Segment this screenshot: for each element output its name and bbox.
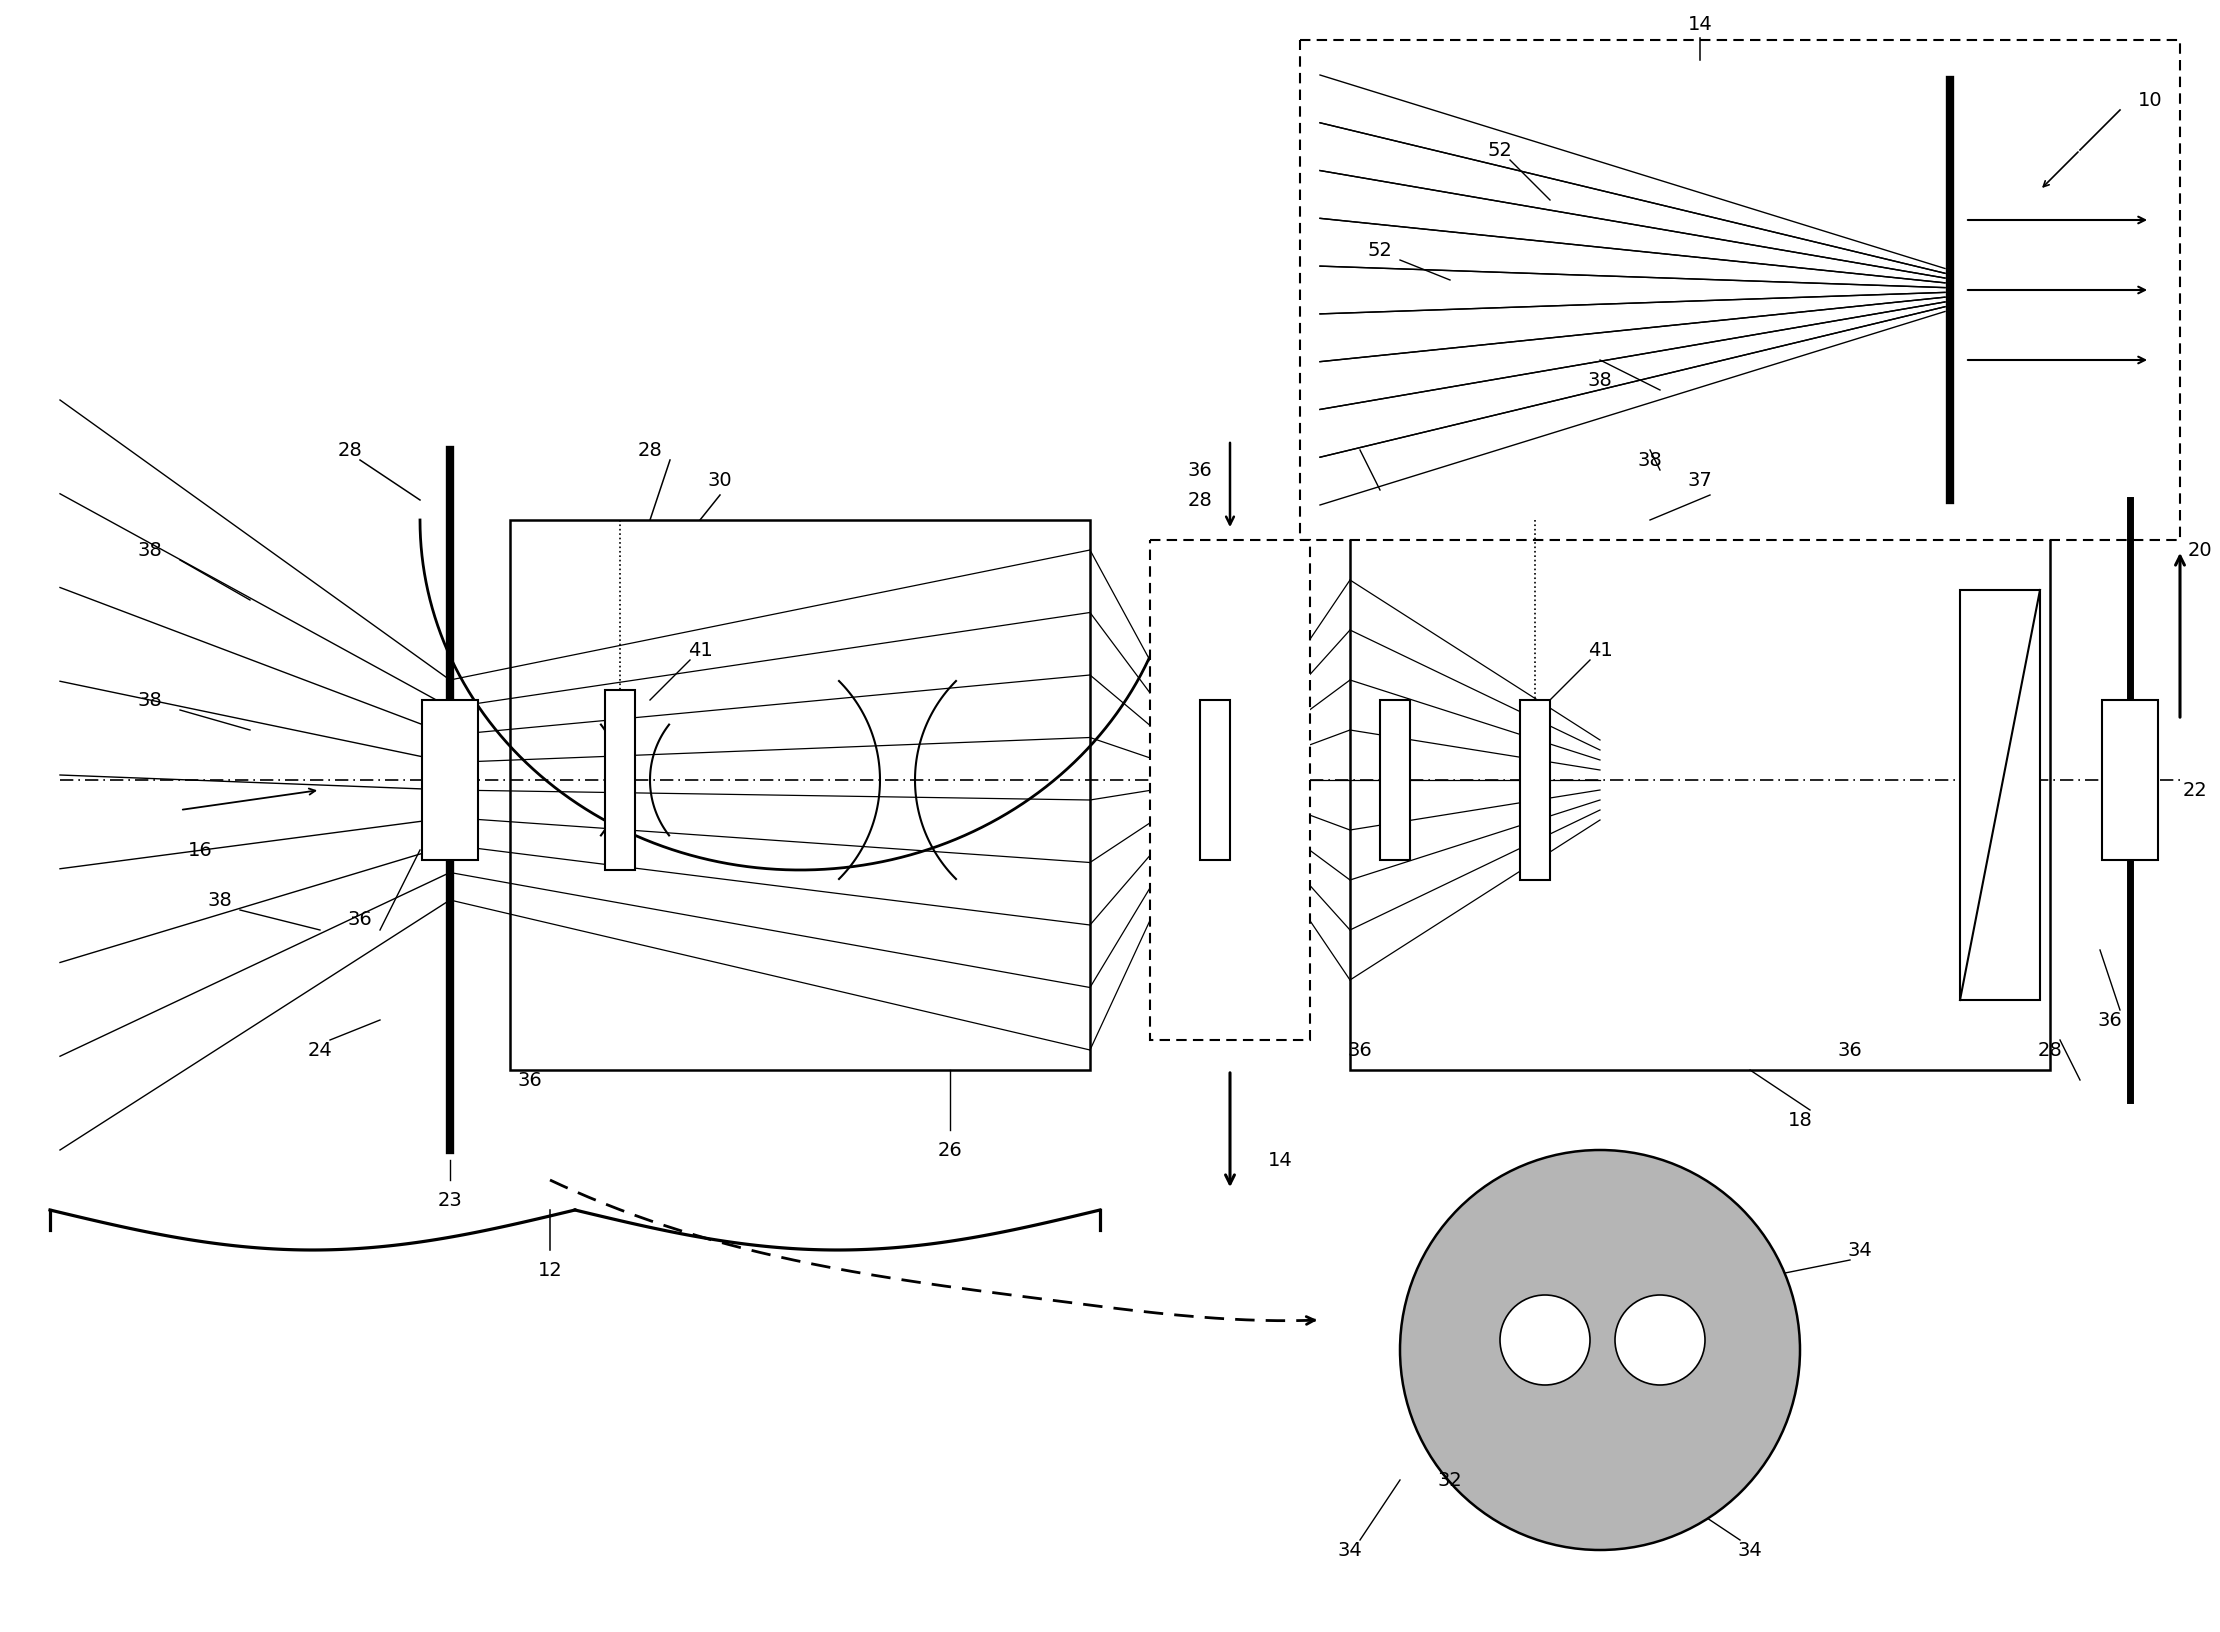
Text: 38: 38	[138, 540, 162, 560]
Text: 30: 30	[708, 470, 733, 490]
Text: 36: 36	[1348, 1041, 1372, 1059]
Text: 26: 26	[937, 1141, 963, 1159]
Text: 36: 36	[2098, 1010, 2122, 1030]
Text: 34: 34	[1847, 1240, 1871, 1260]
Text: 20: 20	[2187, 540, 2213, 560]
Text: 28: 28	[637, 441, 662, 460]
Text: 38: 38	[209, 891, 233, 909]
Text: 22: 22	[2182, 780, 2207, 800]
Text: 36: 36	[517, 1071, 542, 1090]
Text: 28: 28	[2038, 1041, 2062, 1059]
Text: 36: 36	[349, 911, 373, 930]
Text: 16: 16	[189, 840, 213, 860]
Bar	[1150, 540, 1310, 1040]
Circle shape	[1614, 1296, 1705, 1386]
Text: 23: 23	[437, 1190, 462, 1209]
Text: 52: 52	[1368, 240, 1392, 259]
Bar	[1381, 700, 1410, 860]
Text: 41: 41	[688, 640, 713, 659]
Text: 10: 10	[2138, 90, 2162, 109]
Text: 52: 52	[1487, 140, 1512, 160]
Bar	[1350, 521, 2049, 1071]
Bar	[422, 700, 477, 860]
Bar	[606, 690, 635, 870]
Text: 38: 38	[138, 690, 162, 710]
Text: 28: 28	[1188, 491, 1212, 509]
Text: 36: 36	[1188, 460, 1212, 480]
Text: 18: 18	[1787, 1110, 1812, 1129]
Bar	[1301, 41, 2180, 540]
Bar	[2102, 700, 2158, 860]
Text: 28: 28	[337, 441, 362, 460]
Text: 37: 37	[1687, 470, 1712, 490]
Text: 24: 24	[309, 1041, 333, 1059]
Text: 14: 14	[1268, 1151, 1292, 1170]
Text: 38: 38	[1638, 450, 1663, 470]
Bar	[1521, 700, 1550, 880]
Text: 12: 12	[537, 1260, 562, 1279]
Text: 36: 36	[1838, 1041, 1863, 1059]
Bar	[511, 521, 1090, 1071]
Bar	[1960, 591, 2040, 1000]
Text: 34: 34	[1738, 1541, 1763, 1560]
Text: 32: 32	[1439, 1470, 1463, 1490]
Circle shape	[1501, 1296, 1590, 1386]
Circle shape	[1401, 1151, 1800, 1550]
Text: 41: 41	[1587, 640, 1612, 659]
Text: 38: 38	[1587, 370, 1612, 390]
Text: 14: 14	[1687, 15, 1712, 34]
Bar	[1201, 700, 1230, 860]
Text: 34: 34	[1339, 1541, 1363, 1560]
